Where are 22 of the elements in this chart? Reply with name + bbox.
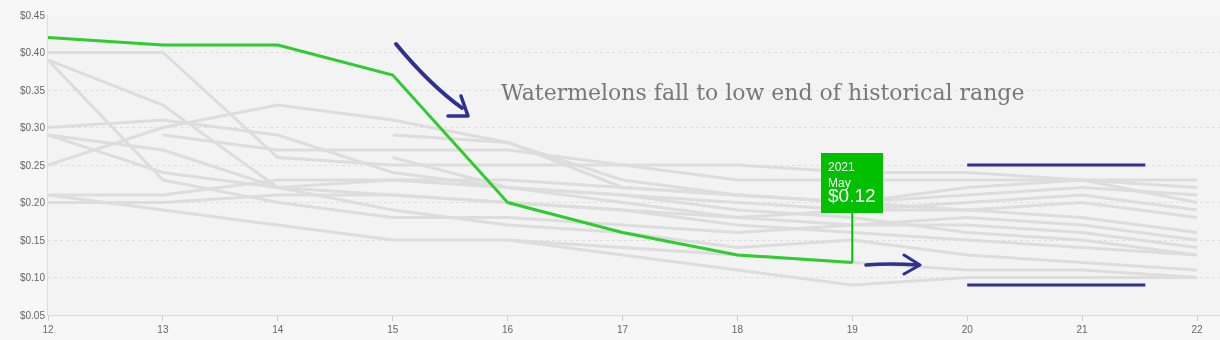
annotation: Watermelons fall to low end of historical range [501, 80, 1025, 105]
y-tick-label: $0.35 [19, 84, 46, 96]
y-tick-label: $0.40 [19, 47, 46, 58]
x-tick-label: 18 [731, 324, 744, 335]
y-tick-label: $0.45 [19, 9, 46, 21]
x-tick-label: 14 [272, 324, 284, 335]
y-tick-label: $0.25 [19, 159, 46, 171]
x-tick-label: 15 [387, 324, 399, 335]
y-tick-label: $0.10 [19, 272, 46, 283]
y-tick-label: $0.15 [19, 234, 46, 246]
x-tick-label: 16 [502, 324, 514, 335]
x-tick-label: 19 [846, 324, 859, 335]
y-tick-label: $0.20 [19, 197, 46, 208]
x-tick-label: 17 [616, 324, 629, 335]
y-tick-label: $0.05 [19, 309, 46, 321]
x-tick-label: 21 [1076, 324, 1089, 335]
x-tick-label: 22 [1191, 324, 1204, 335]
y-tick-label: $0.30 [19, 122, 46, 133]
x-tick-label: 20 [961, 324, 974, 335]
x-tick-label: 13 [157, 324, 169, 335]
annotation: 2021 May $0.12 [828, 160, 876, 207]
x-tick-label: 12 [42, 324, 54, 335]
